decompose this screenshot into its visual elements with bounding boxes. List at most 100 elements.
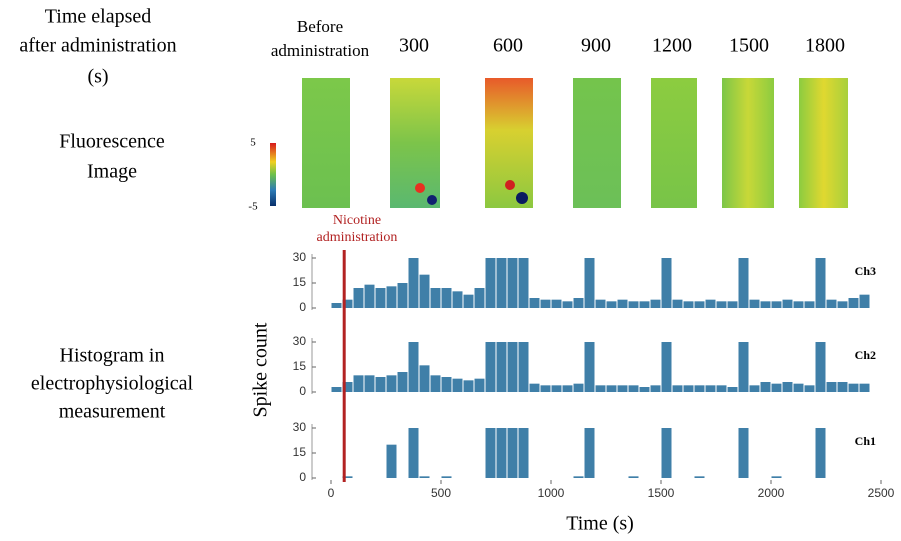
bar — [727, 387, 738, 392]
bar — [540, 299, 551, 308]
bar — [716, 301, 727, 308]
bar — [419, 476, 430, 478]
y-tick-label: 30 — [293, 250, 307, 264]
bar — [496, 258, 507, 308]
bar — [782, 299, 793, 308]
bar — [364, 284, 375, 308]
bar — [760, 382, 771, 392]
bar — [848, 298, 859, 308]
channel-label: Ch3 — [855, 264, 876, 278]
y-tick-label: 15 — [293, 275, 307, 289]
bar — [848, 383, 859, 392]
row-label: Time elapsed — [45, 6, 151, 28]
bar — [364, 375, 375, 392]
channel-label: Ch1 — [855, 434, 876, 448]
bar — [782, 382, 793, 392]
row-label: (s) — [87, 66, 108, 88]
bar — [771, 383, 782, 392]
x-axis-label: Time (s) — [566, 513, 634, 535]
bar — [804, 301, 815, 308]
bar — [661, 342, 672, 392]
bar — [573, 476, 584, 478]
bar — [749, 385, 760, 392]
fluorescence-image — [651, 78, 697, 208]
bar — [375, 288, 386, 308]
bar — [496, 342, 507, 392]
bar — [727, 301, 738, 308]
bar — [441, 377, 452, 392]
fluorescence-image — [722, 78, 774, 208]
bar — [562, 301, 573, 308]
bar — [518, 258, 529, 308]
bar — [738, 258, 749, 308]
bar — [529, 383, 540, 392]
bar — [628, 476, 639, 478]
bar — [771, 476, 782, 478]
row-label: Image — [87, 161, 137, 183]
image-label: 600 — [493, 35, 523, 57]
fluorescence-image — [302, 78, 350, 208]
fluorescence-image — [799, 78, 848, 208]
bar — [353, 375, 364, 392]
colorbar — [270, 143, 276, 206]
bar — [518, 342, 529, 392]
bar — [463, 294, 474, 308]
y-tick-label: 15 — [293, 445, 307, 459]
bar — [573, 383, 584, 392]
bar — [474, 288, 485, 308]
image-label: 1800 — [805, 35, 845, 57]
bar — [474, 378, 485, 392]
images — [270, 78, 848, 208]
bar — [694, 301, 705, 308]
bar — [815, 258, 826, 308]
bar — [485, 258, 496, 308]
bar — [540, 385, 551, 392]
bar — [738, 428, 749, 478]
bar — [386, 444, 397, 478]
bar — [859, 294, 870, 308]
bar — [386, 286, 397, 308]
bar — [826, 382, 837, 392]
bar — [551, 385, 562, 392]
x-tick-label: 0 — [328, 486, 335, 500]
coldspot — [516, 192, 528, 204]
bar — [562, 385, 573, 392]
image-label: 300 — [399, 35, 429, 57]
bar — [859, 383, 870, 392]
bar — [639, 387, 650, 392]
bar — [826, 299, 837, 308]
x-tick-label: 2500 — [868, 486, 895, 500]
hotspot — [505, 180, 515, 190]
y-axis-label: Spike count — [250, 322, 272, 417]
bar — [419, 365, 430, 392]
bar — [672, 385, 683, 392]
bar — [397, 372, 408, 392]
annotation: administration — [317, 230, 398, 245]
bar — [628, 385, 639, 392]
row-label: Fluorescence — [59, 131, 165, 153]
image-label: 900 — [581, 35, 611, 57]
bar — [430, 288, 441, 308]
bar — [342, 382, 353, 392]
y-tick-label: 0 — [299, 384, 306, 398]
bar — [419, 274, 430, 308]
x-tick-label: 1500 — [648, 486, 675, 500]
bar — [452, 291, 463, 308]
bar — [518, 428, 529, 478]
bar — [749, 299, 760, 308]
bar — [353, 288, 364, 308]
bar — [837, 301, 848, 308]
bar — [551, 299, 562, 308]
bar — [661, 258, 672, 308]
bar — [793, 383, 804, 392]
x-tick-label: 1000 — [538, 486, 565, 500]
bar — [683, 385, 694, 392]
channel-label: Ch2 — [855, 348, 876, 362]
bar — [408, 428, 419, 478]
bar — [386, 375, 397, 392]
image-label: 1500 — [729, 35, 769, 57]
bar — [529, 298, 540, 308]
bar — [408, 258, 419, 308]
x-tick-label: 500 — [431, 486, 451, 500]
